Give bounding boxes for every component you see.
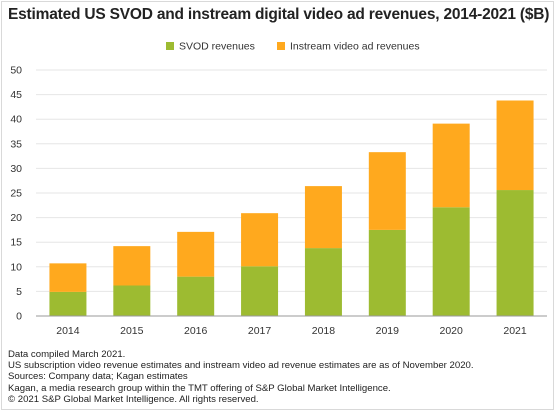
y-tick-label: 50: [10, 65, 22, 77]
y-tick-label: 30: [10, 163, 22, 175]
y-tick-label: 35: [10, 138, 22, 150]
x-tick-label: 2018: [312, 325, 336, 337]
note-line: Sources: Company data; Kagan estimates: [8, 371, 188, 383]
bar-svod: [113, 285, 151, 316]
bar-svod: [177, 276, 215, 316]
bar-svod: [496, 190, 534, 316]
note-line: © 2021 S&P Global Market Intelligence. A…: [8, 393, 259, 405]
bar-svod: [432, 207, 470, 316]
bar-instream: [113, 246, 151, 286]
bar-instream: [49, 263, 87, 292]
y-tick-label: 15: [10, 237, 22, 249]
legend-label: Instream video ad revenues: [290, 41, 420, 53]
bar-instream: [304, 186, 342, 249]
note-line: Data compiled March 2021.: [8, 349, 126, 360]
x-tick-label: 2016: [184, 325, 208, 337]
bar-svod: [49, 291, 87, 316]
x-tick-label: 2020: [440, 325, 464, 337]
note-line: Kagan, a media research group within the…: [8, 382, 391, 394]
y-tick-label: 10: [10, 261, 22, 273]
legend-swatch: [166, 42, 174, 50]
legend-swatch: [277, 42, 285, 50]
chart-title: Estimated US SVOD and instream digital v…: [8, 6, 550, 23]
source-notes: Data compiled March 2021. US subscriptio…: [8, 349, 548, 405]
y-tick-label: 5: [16, 286, 22, 298]
bar-instream: [496, 100, 534, 191]
y-tick-label: 0: [16, 311, 22, 323]
bar-svod: [368, 229, 406, 316]
x-tick-label: 2014: [56, 325, 80, 337]
x-tick-label: 2021: [503, 325, 527, 337]
y-tick-label: 40: [10, 114, 22, 126]
bar-instream: [241, 213, 279, 267]
y-tick-label: 20: [10, 212, 22, 224]
legend-label: SVOD revenues: [179, 41, 255, 53]
y-tick-label: 25: [10, 188, 22, 200]
y-tick-label: 45: [10, 89, 22, 101]
bar-svod: [241, 266, 279, 316]
note-line: US subscription video revenue estimates …: [8, 360, 474, 372]
bar-instream: [432, 123, 470, 208]
x-tick-label: 2017: [248, 325, 272, 337]
bar-instream: [177, 231, 215, 277]
x-tick-label: 2015: [120, 325, 144, 337]
x-tick-label: 2019: [376, 325, 400, 337]
bar-svod: [304, 248, 342, 316]
bar-instream: [368, 152, 406, 230]
chart-plot: 0 5 10 15 20 25 30 35 40 45 50 2014 2015 2016 2017 2018…: [10, 41, 547, 337]
